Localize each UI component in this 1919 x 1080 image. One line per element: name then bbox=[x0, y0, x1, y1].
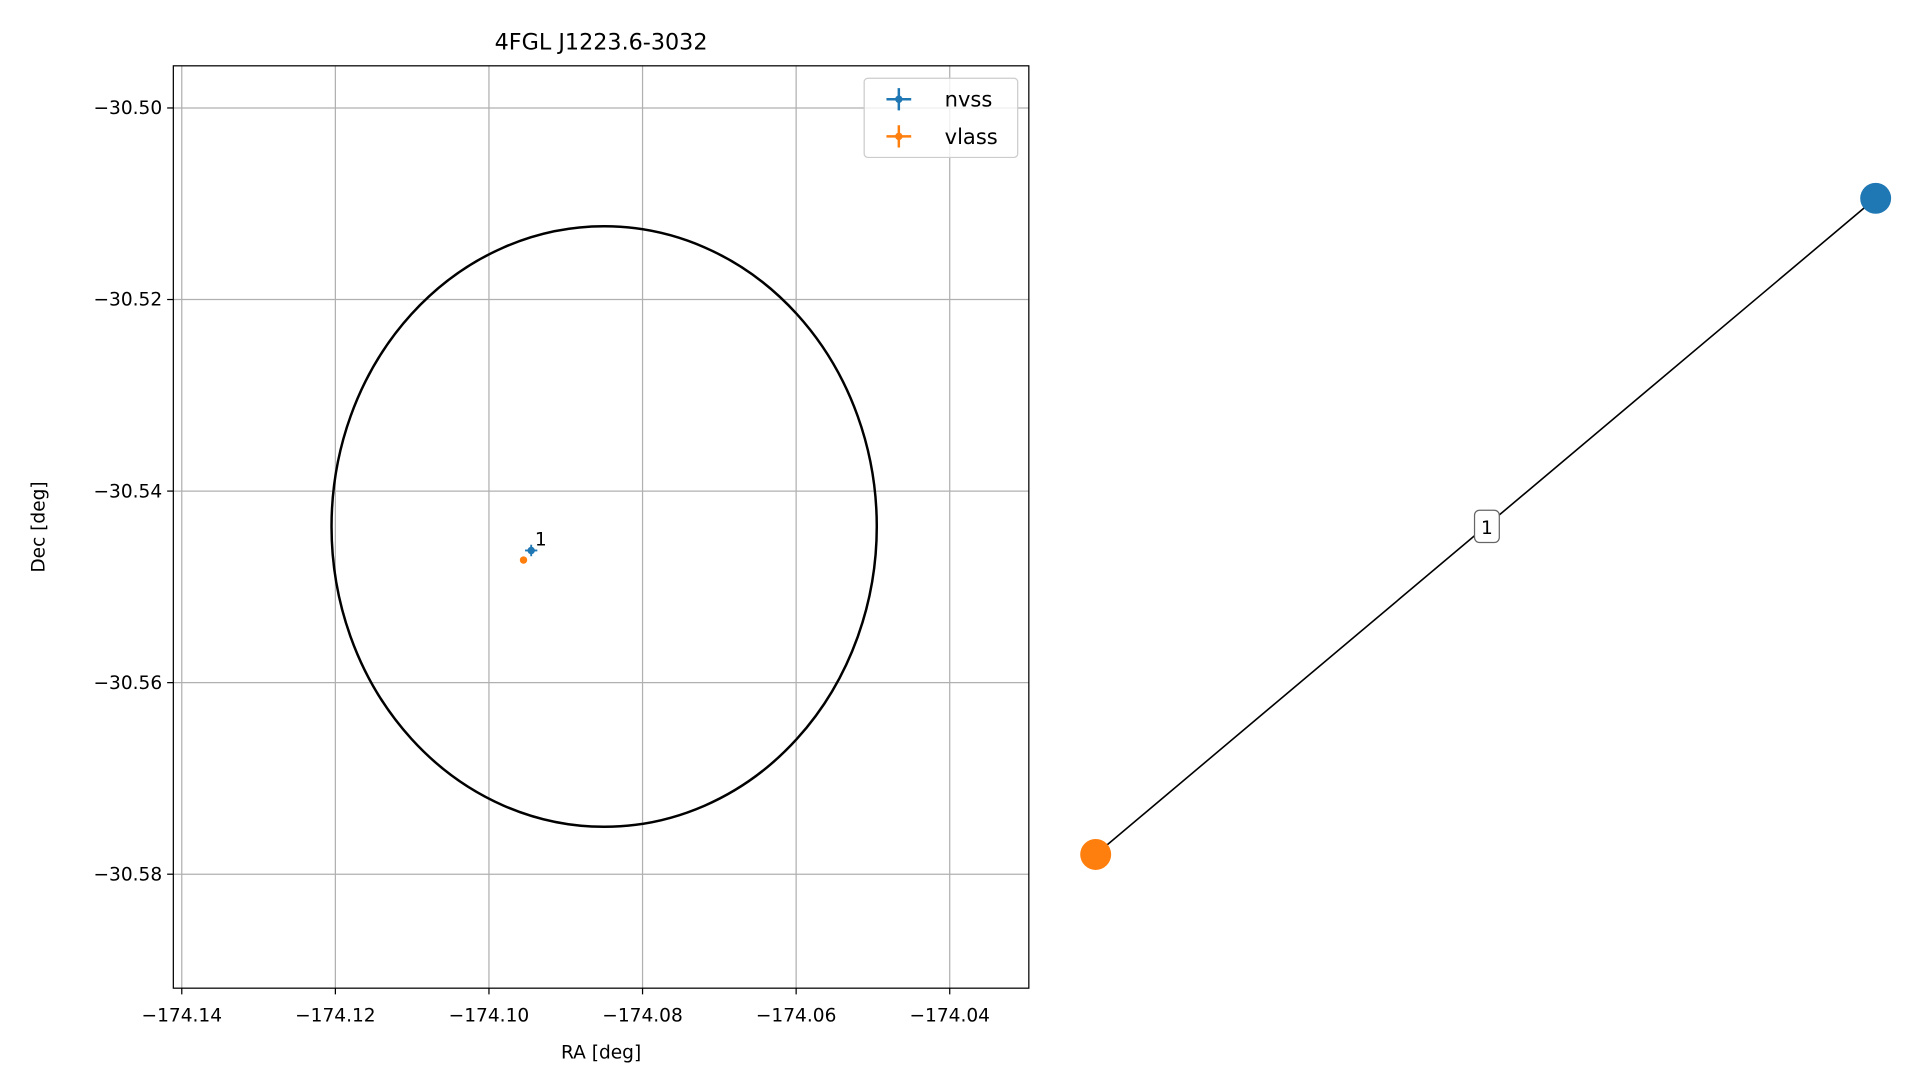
x-tick-label: −174.06 bbox=[756, 1006, 837, 1027]
x-axis-label: RA [deg] bbox=[561, 1043, 641, 1064]
edge-label-box bbox=[1473, 509, 1500, 544]
x-tick-label: −174.14 bbox=[142, 1006, 223, 1027]
point bbox=[527, 546, 535, 555]
y-axis-label: Dec [deg] bbox=[29, 481, 50, 572]
x-tick-label: −174.10 bbox=[449, 1006, 530, 1027]
node bbox=[1860, 182, 1892, 214]
node bbox=[1080, 838, 1112, 870]
chart-title: 4FGL J1223.6-3032 bbox=[495, 30, 708, 56]
y-tick-label: −30.54 bbox=[93, 481, 162, 502]
legend-swatch bbox=[895, 132, 903, 141]
annotation: 1 bbox=[535, 530, 547, 551]
legend-swatch bbox=[895, 95, 903, 103]
y-tick-label: −30.50 bbox=[93, 98, 162, 119]
y-tick-label: −30.52 bbox=[93, 290, 162, 311]
y-tick-label: −30.58 bbox=[93, 864, 162, 885]
edge-label: 1 bbox=[1481, 518, 1493, 539]
x-tick-label: −174.12 bbox=[295, 1006, 376, 1027]
x-tick-label: −174.08 bbox=[602, 1006, 683, 1027]
plot-frame bbox=[172, 65, 1030, 989]
point bbox=[519, 556, 528, 564]
x-tick-label: −174.04 bbox=[909, 1006, 990, 1027]
legend-label: nvss bbox=[945, 87, 993, 112]
y-tick-label: −30.56 bbox=[93, 673, 162, 694]
legend-label: vlass bbox=[945, 124, 998, 149]
error-ellipse bbox=[330, 225, 879, 829]
